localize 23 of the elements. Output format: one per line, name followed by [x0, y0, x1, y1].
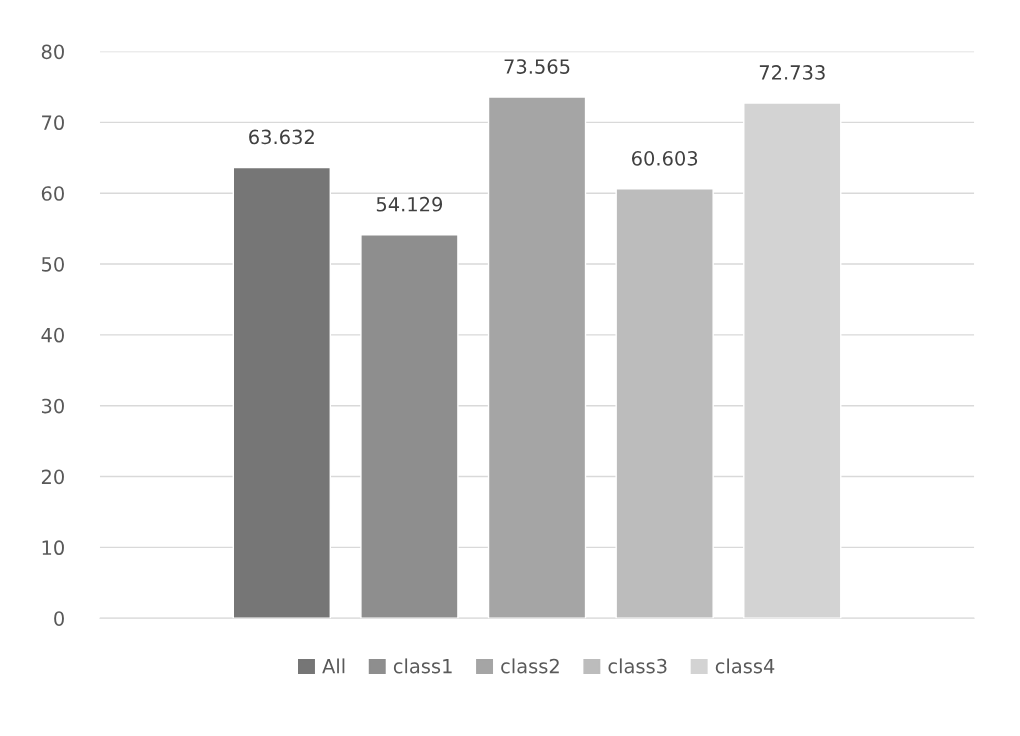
bar [232, 166, 331, 619]
y-tick-label: 40 [41, 327, 64, 343]
y-tick-label: 50 [42, 257, 64, 272]
y-tick-label: 60 [41, 186, 64, 201]
data-label: 72.733 [759, 65, 825, 80]
data-label: 73.565 [504, 59, 570, 74]
legend-label: class2 [501, 658, 559, 674]
bar [360, 234, 459, 619]
bar [487, 96, 587, 619]
y-tick-label: 20 [41, 469, 64, 485]
data-label: 60.603 [631, 151, 698, 166]
legend-label: class1 [393, 658, 452, 674]
legend-label: All [322, 658, 345, 674]
legend-label: class3 [608, 658, 667, 674]
y-tick-label: 70 [42, 115, 64, 131]
data-label: 63.632 [249, 129, 314, 145]
y-tick-label: 80 [41, 44, 64, 60]
bar [615, 188, 714, 619]
y-tick-label: 10 [42, 540, 64, 556]
y-tick-label: 30 [41, 398, 64, 414]
y-tick-label: 0 [54, 611, 64, 626]
legend-label: class4 [715, 658, 775, 674]
data-label: 54.129 [376, 196, 443, 212]
